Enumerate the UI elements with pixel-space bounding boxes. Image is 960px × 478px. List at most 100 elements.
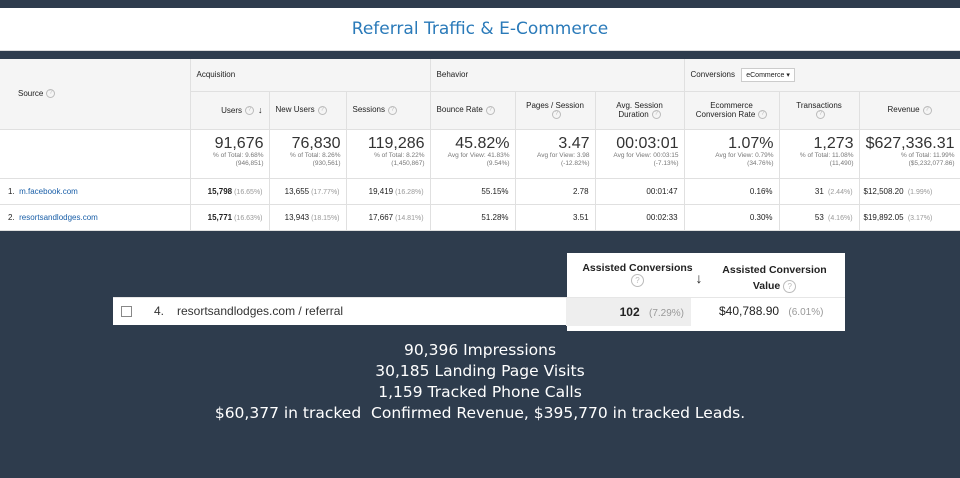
total-value: $627,336.31 — [865, 134, 955, 152]
title-banner: Referral Traffic & E-Commerce — [0, 8, 960, 51]
source-cell: 1. m.facebook.com — [0, 178, 191, 205]
analytics-table-panel: Source? Acquisition Behavior Conversions… — [0, 59, 960, 231]
source-link[interactable]: m.facebook.com — [19, 186, 78, 196]
cell-pct: (14.81%) — [395, 214, 424, 222]
help-icon[interactable]: ? — [317, 105, 327, 115]
col-transactions[interactable]: Transactions? — [779, 91, 860, 130]
table-row: 1. m.facebook.com 15,798 (16.65%) 13,655(… — [0, 178, 960, 205]
total-transactions: 1,273% of Total: 11.08% (11,490) — [779, 129, 860, 179]
total-sub: % of Total: 9.68% (946,851) — [213, 151, 264, 167]
help-icon[interactable]: ? — [631, 274, 644, 287]
revenue-cell: $19,892.05 (3.17%) — [859, 204, 960, 231]
col-users[interactable]: Users? ↓ — [190, 91, 270, 130]
cell-pct: (2.44%) — [828, 188, 853, 196]
col-assisted-value[interactable]: Assisted Conversion Value ? — [712, 253, 837, 297]
cell-pct: (18.15%) — [311, 214, 340, 222]
total-sub: Avg for View: 0.79% (34.76%) — [715, 151, 774, 167]
col-transactions-label: Transactions — [796, 100, 842, 110]
total-sub: % of Total: 11.99% ($5,232,077.86) — [900, 151, 955, 167]
total-sessions: 119,286% of Total: 8.22% (1,450,867) — [346, 129, 431, 179]
help-icon[interactable]: ? — [783, 280, 797, 293]
help-icon[interactable]: ? — [651, 110, 661, 120]
total-revenue: $627,336.31% of Total: 11.99% ($5,232,07… — [859, 129, 960, 179]
col-conv-rate-label: Ecommerce Conversion Rate — [695, 100, 756, 119]
help-icon[interactable]: ? — [922, 105, 932, 115]
cell-value: 19,419 — [368, 186, 394, 196]
bounce-cell: 55.15% — [430, 178, 516, 205]
revenue-cell: $12,508.20 (1.99%) — [859, 178, 960, 205]
duration-cell: 00:01:47 — [595, 178, 685, 205]
total-value: 1,273 — [813, 134, 854, 152]
summary-caption: 90,396 Impressions 30,185 Landing Page V… — [0, 340, 960, 424]
source-link[interactable]: resortsandlodges.com — [19, 212, 98, 222]
sort-down-icon[interactable]: ↓ — [258, 104, 263, 115]
total-sub: % of Total: 8.22% (1,450,867) — [374, 151, 425, 167]
caret-down-icon: ▾ — [786, 71, 790, 79]
pages-cell: 2.78 — [515, 178, 596, 205]
col-users-label: Users — [221, 105, 242, 115]
totals-row: 91,676% of Total: 9.68% (946,851) 76,830… — [0, 129, 960, 179]
help-icon[interactable]: ? — [816, 110, 826, 120]
source-header[interactable]: Source? — [0, 59, 191, 130]
sessions-cell: 19,419 (16.28%) — [346, 178, 431, 205]
cell-pct: (6.01%) — [788, 307, 824, 318]
col-new-users-label: New Users — [275, 105, 315, 115]
duration-cell: 00:02:33 — [595, 204, 685, 231]
source-label: Source — [18, 89, 44, 99]
help-icon[interactable]: ? — [485, 105, 495, 115]
source-medium-link[interactable]: resortsandlodges.com / referral — [177, 304, 344, 318]
cell-pct: (1.99%) — [907, 188, 933, 196]
col-assisted-value-label: Assisted Conversion Value — [722, 264, 827, 292]
col-bounce-rate[interactable]: Bounce Rate? — [430, 91, 516, 130]
cell-value: 102 — [619, 305, 640, 319]
help-icon[interactable]: ? — [245, 106, 254, 116]
table-row: 4. resortsandlodges.com / referral 102 (… — [113, 297, 845, 326]
help-icon[interactable]: ? — [552, 110, 562, 120]
behavior-group: Behavior — [430, 59, 685, 92]
landing-visits-line: 30,185 Landing Page Visits — [375, 362, 585, 380]
bounce-cell: 51.28% — [430, 204, 516, 231]
col-revenue[interactable]: Revenue? — [859, 91, 960, 130]
cell-value: 13,655 — [284, 186, 310, 196]
col-bounce-label: Bounce Rate — [436, 105, 483, 115]
cell-value: 15,798 — [207, 186, 233, 196]
conversions-select[interactable]: eCommerce ▾ — [741, 67, 795, 82]
cell-pct: (17.77%) — [311, 188, 340, 196]
row-number: 1. — [8, 186, 15, 196]
total-duration: 00:03:01 Avg for View: 00:03:15 (-7.13%) — [595, 129, 685, 179]
col-pages-session[interactable]: Pages / Session? — [515, 91, 596, 130]
pages-cell: 3.51 — [515, 204, 596, 231]
sessions-cell: 17,667 (14.81%) — [346, 204, 431, 231]
total-value: 91,676 — [214, 134, 264, 152]
col-avg-duration[interactable]: Avg. Session Duration? — [595, 91, 685, 130]
sort-down-icon[interactable]: ↓ — [695, 270, 703, 286]
col-new-users[interactable]: New Users? — [269, 91, 347, 130]
page-title: Referral Traffic & E-Commerce — [351, 19, 609, 39]
transactions-cell: 53 (4.16%) — [779, 204, 860, 231]
cell-value: $40,788.90 — [719, 304, 780, 318]
cell-value: 15,771 — [207, 212, 233, 222]
help-icon[interactable]: ? — [46, 89, 56, 99]
col-revenue-label: Revenue — [887, 105, 920, 115]
total-conv-rate: 1.07% Avg for View: 0.79% (34.76%) — [684, 129, 780, 179]
cell-pct: (3.17%) — [907, 214, 933, 222]
help-icon[interactable]: ? — [758, 110, 768, 120]
row-checkbox[interactable] — [121, 306, 132, 317]
col-assisted-conversions[interactable]: Assisted Conversions ? — [575, 253, 700, 297]
analytics-table: Source? Acquisition Behavior Conversions… — [0, 59, 960, 231]
total-value: 119,286 — [367, 134, 425, 152]
col-conv-rate[interactable]: Ecommerce Conversion Rate? — [684, 91, 780, 130]
cell-value: $19,892.05 — [863, 212, 904, 222]
total-new-users: 76,830% of Total: 8.26% (930,561) — [269, 129, 347, 179]
conv-rate-cell: 0.30% — [684, 204, 780, 231]
table-row: 2. resortsandlodges.com 15,771 (16.63%) 1… — [0, 204, 960, 231]
help-icon[interactable]: ? — [387, 105, 397, 115]
col-duration-label: Avg. Session Duration — [616, 100, 663, 119]
col-assisted-conversions-label: Assisted Conversions — [582, 262, 693, 274]
top-strip — [0, 0, 960, 8]
col-sessions[interactable]: Sessions? — [346, 91, 431, 130]
total-value: 3.47 — [558, 134, 590, 152]
cell-pct: (7.29%) — [648, 308, 684, 319]
new-users-cell: 13,943 (18.15%) — [269, 204, 347, 231]
totals-source-cell — [0, 129, 191, 179]
